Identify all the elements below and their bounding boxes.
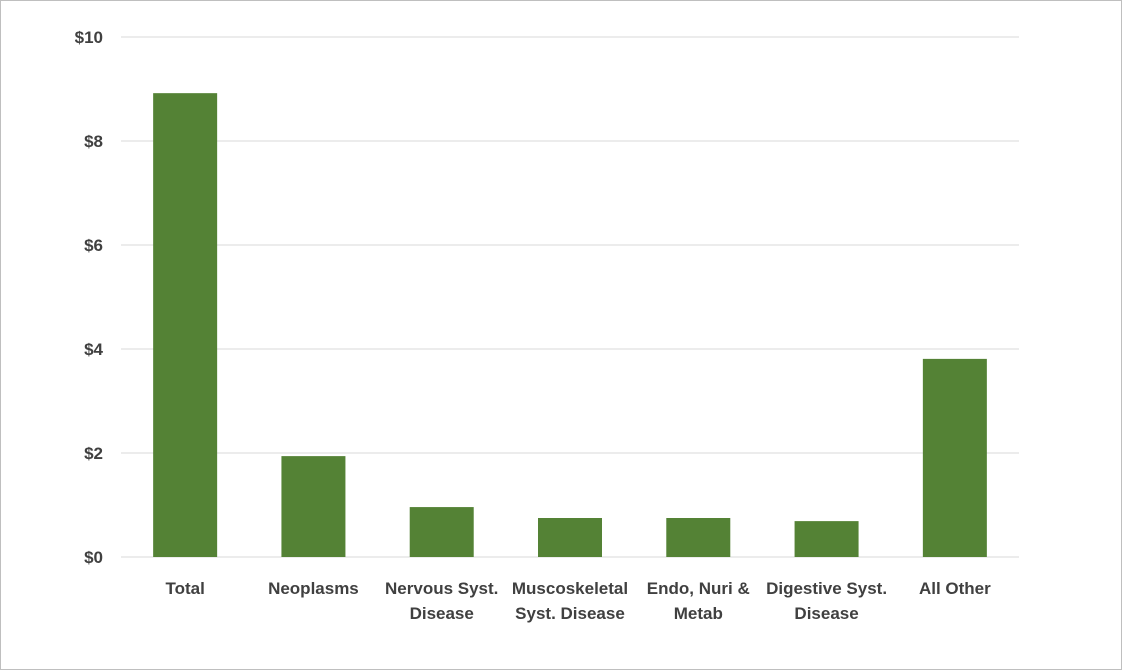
x-category-label: Nervous Syst. Disease	[385, 579, 498, 623]
x-category-label: Digestive Syst. Disease	[766, 579, 887, 623]
y-tick-label: $2	[84, 444, 103, 463]
bar	[922, 358, 987, 557]
y-tick-label: $8	[84, 132, 103, 151]
bar	[794, 521, 859, 557]
bar	[409, 507, 474, 557]
x-category-label: All Other	[919, 579, 991, 598]
x-category-label: Muscoskeletal Syst. Disease	[512, 579, 628, 623]
bar	[538, 518, 602, 557]
bar	[281, 456, 346, 557]
bars	[153, 93, 987, 557]
x-category-label: Endo, Nuri & Metab	[647, 579, 750, 623]
y-tick-label: $6	[84, 236, 103, 255]
x-category-label: Total	[165, 579, 204, 598]
y-axis-tick-labels: $0 $2 $4 $6 $8 $10	[75, 28, 104, 567]
y-tick-label: $10	[75, 28, 103, 47]
y-tick-label: $4	[84, 340, 103, 359]
y-tick-label: $0	[84, 548, 103, 567]
bar	[666, 518, 731, 557]
bar	[153, 93, 218, 557]
x-axis-category-labels: Total Neoplasms Nervous Syst. Disease Muscos…	[165, 579, 991, 623]
gridlines	[121, 36, 1019, 558]
x-category-label: Neoplasms	[268, 579, 359, 598]
